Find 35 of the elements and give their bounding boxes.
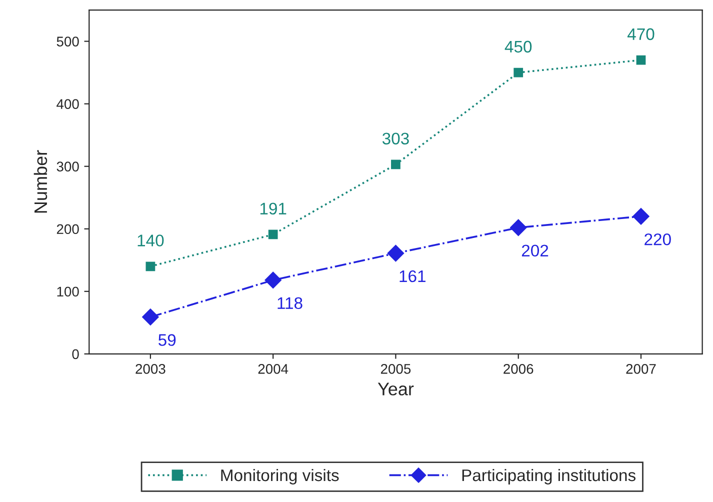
legend-label: Participating institutions bbox=[462, 468, 636, 484]
x-axis-title: Year bbox=[378, 382, 414, 396]
point bbox=[636, 55, 646, 65]
y-axis-title: Number bbox=[34, 150, 48, 213]
data-label: 118 bbox=[278, 297, 302, 310]
point bbox=[142, 308, 159, 326]
point bbox=[391, 160, 400, 170]
point bbox=[387, 244, 404, 262]
point bbox=[264, 272, 282, 289]
data-label: 220 bbox=[644, 233, 671, 246]
legend-label: Monitoring visits bbox=[221, 468, 339, 484]
y-tick-label: 400 bbox=[56, 99, 79, 109]
x-tick-label: 2005 bbox=[380, 364, 411, 374]
data-label: 470 bbox=[627, 28, 654, 40]
x-tick-label: 2003 bbox=[136, 364, 166, 374]
y-tick-label: 100 bbox=[57, 286, 79, 297]
y-tick-label: 500 bbox=[56, 36, 79, 46]
x-tick-label: 2004 bbox=[258, 364, 288, 374]
point bbox=[146, 262, 156, 272]
point bbox=[514, 68, 524, 78]
point bbox=[632, 208, 650, 225]
data-label: 161 bbox=[400, 270, 426, 282]
data-label: 59 bbox=[158, 334, 176, 346]
y-tick-label: 300 bbox=[56, 162, 79, 172]
y-tick-label: 200 bbox=[56, 224, 79, 234]
x-tick-label: 2006 bbox=[504, 364, 534, 374]
data-label: 191 bbox=[260, 202, 286, 215]
point bbox=[268, 230, 278, 240]
y-tick-label: 0 bbox=[72, 349, 79, 360]
data-label: 202 bbox=[522, 244, 548, 257]
point bbox=[510, 219, 527, 236]
data-label: 303 bbox=[382, 132, 409, 145]
data-label: 450 bbox=[504, 40, 532, 53]
data-label: 140 bbox=[138, 234, 164, 246]
x-tick-label: 2007 bbox=[626, 364, 656, 374]
